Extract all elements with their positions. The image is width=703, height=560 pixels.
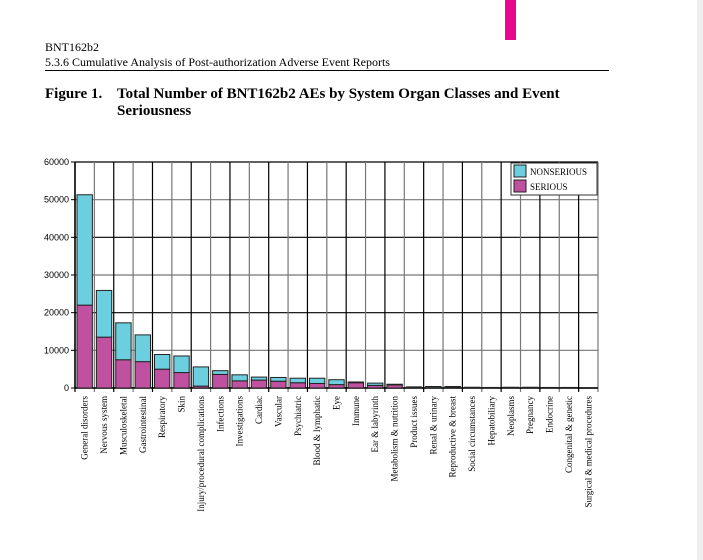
bar-serious [270, 380, 287, 389]
x-tick-label: Social circumstances [467, 396, 477, 472]
x-tick-label: Cardiac [254, 396, 264, 424]
bar-serious [502, 386, 520, 389]
x-tick-label: Endocrine [545, 396, 555, 433]
y-tick-label: 40000 [44, 232, 69, 242]
bar-nonserious [173, 355, 190, 374]
x-tick-label: Injury/procedural complications [196, 396, 206, 512]
bar-serious [134, 361, 151, 389]
bar-nonserious [270, 376, 287, 382]
x-tick-label: Vascular [273, 396, 283, 427]
legend-swatch-nonserious [513, 164, 527, 178]
figure-caption: Figure 1. Total Number of BNT162b2 AEs b… [45, 86, 605, 119]
y-tick-label: 0 [64, 383, 69, 393]
x-tick-label: Hepatobiliary [486, 396, 496, 446]
bar-serious [153, 368, 171, 389]
bar-nonserious [95, 289, 113, 338]
x-tick-label: Metabolism & nutrition [390, 396, 400, 482]
legend-label: SERIOUS [530, 182, 568, 192]
bar-serious [328, 384, 345, 389]
bar-serious [76, 304, 93, 389]
x-tick-label: General disorders [80, 396, 90, 460]
bar-serious [173, 372, 190, 389]
bar-serious [347, 382, 365, 389]
bar-serious [308, 382, 326, 389]
bar-nonserious [231, 374, 248, 382]
bar-nonserious [463, 386, 481, 389]
x-tick-label: Psychiatric [293, 396, 303, 436]
header-section: 5.3.6 Cumulative Analysis of Post-author… [45, 55, 390, 69]
x-tick-label: Reproductive & breast [448, 396, 458, 478]
x-tick-label: Investigations [235, 396, 245, 447]
bar-nonserious [444, 385, 461, 388]
bar-serious [250, 379, 268, 389]
bar-nonserious [134, 334, 151, 363]
y-tick-label: 60000 [44, 157, 69, 167]
x-tick-label: Skin [177, 396, 187, 413]
x-tick-label: Eye [332, 396, 342, 410]
figure-number: Figure 1. [45, 86, 103, 102]
x-tick-label: Product issues [409, 396, 419, 448]
bar-serious [522, 386, 539, 389]
x-tick-label: Pregnancy [525, 396, 535, 434]
x-tick-label: Nervous system [99, 396, 109, 454]
y-tick-label: 50000 [44, 195, 69, 205]
bar-nonserious [212, 370, 229, 375]
bar-serious [212, 373, 229, 389]
bar-serious [115, 359, 132, 389]
highlight-marker [505, 0, 516, 40]
bar-serious [95, 336, 113, 389]
header-product: BNT162b2 [45, 40, 99, 54]
bar-nonserious [153, 353, 171, 370]
x-tick-label: Immune [351, 396, 361, 426]
y-tick-label: 20000 [44, 308, 69, 318]
bar-nonserious [76, 194, 93, 306]
x-tick-label: Blood & lymphatic [312, 396, 322, 466]
scrollbar[interactable] [697, 0, 703, 560]
x-tick-label: Neoplasms [506, 396, 516, 436]
y-tick-label: 30000 [44, 270, 69, 280]
legend-swatch-serious [513, 179, 527, 193]
bar-nonserious [425, 385, 442, 389]
x-tick-label: Surgical & medical procedures [583, 396, 593, 508]
bar-nonserious [405, 386, 423, 389]
y-tick-label: 10000 [44, 345, 69, 355]
bar-nonserious [115, 322, 132, 361]
bar-nonserious [386, 383, 403, 386]
bar-nonserious [308, 377, 326, 384]
legend-label: NONSERIOUS [530, 167, 587, 177]
x-tick-label: Musculoskeletal [118, 396, 128, 455]
bar-nonserious [367, 382, 384, 386]
bar-nonserious [192, 366, 210, 387]
x-tick-label: Ear & labyrinth [370, 396, 380, 453]
bar-serious [231, 380, 248, 389]
x-tick-label: Congenital & genetic [564, 396, 574, 473]
x-tick-label: Gastrointestinal [138, 396, 148, 453]
bar-nonserious [250, 376, 268, 381]
bar-serious [289, 382, 306, 389]
x-tick-label: Respiratory [157, 396, 167, 438]
figure-title: Total Number of BNT162b2 AEs by System O… [117, 86, 560, 119]
x-tick-label: Renal & urinary [428, 396, 438, 455]
x-tick-label: Infections [215, 396, 225, 432]
bar-nonserious [289, 377, 306, 384]
header-divider [45, 70, 609, 71]
bar-nonserious [347, 381, 365, 384]
bar-nonserious [328, 379, 345, 386]
